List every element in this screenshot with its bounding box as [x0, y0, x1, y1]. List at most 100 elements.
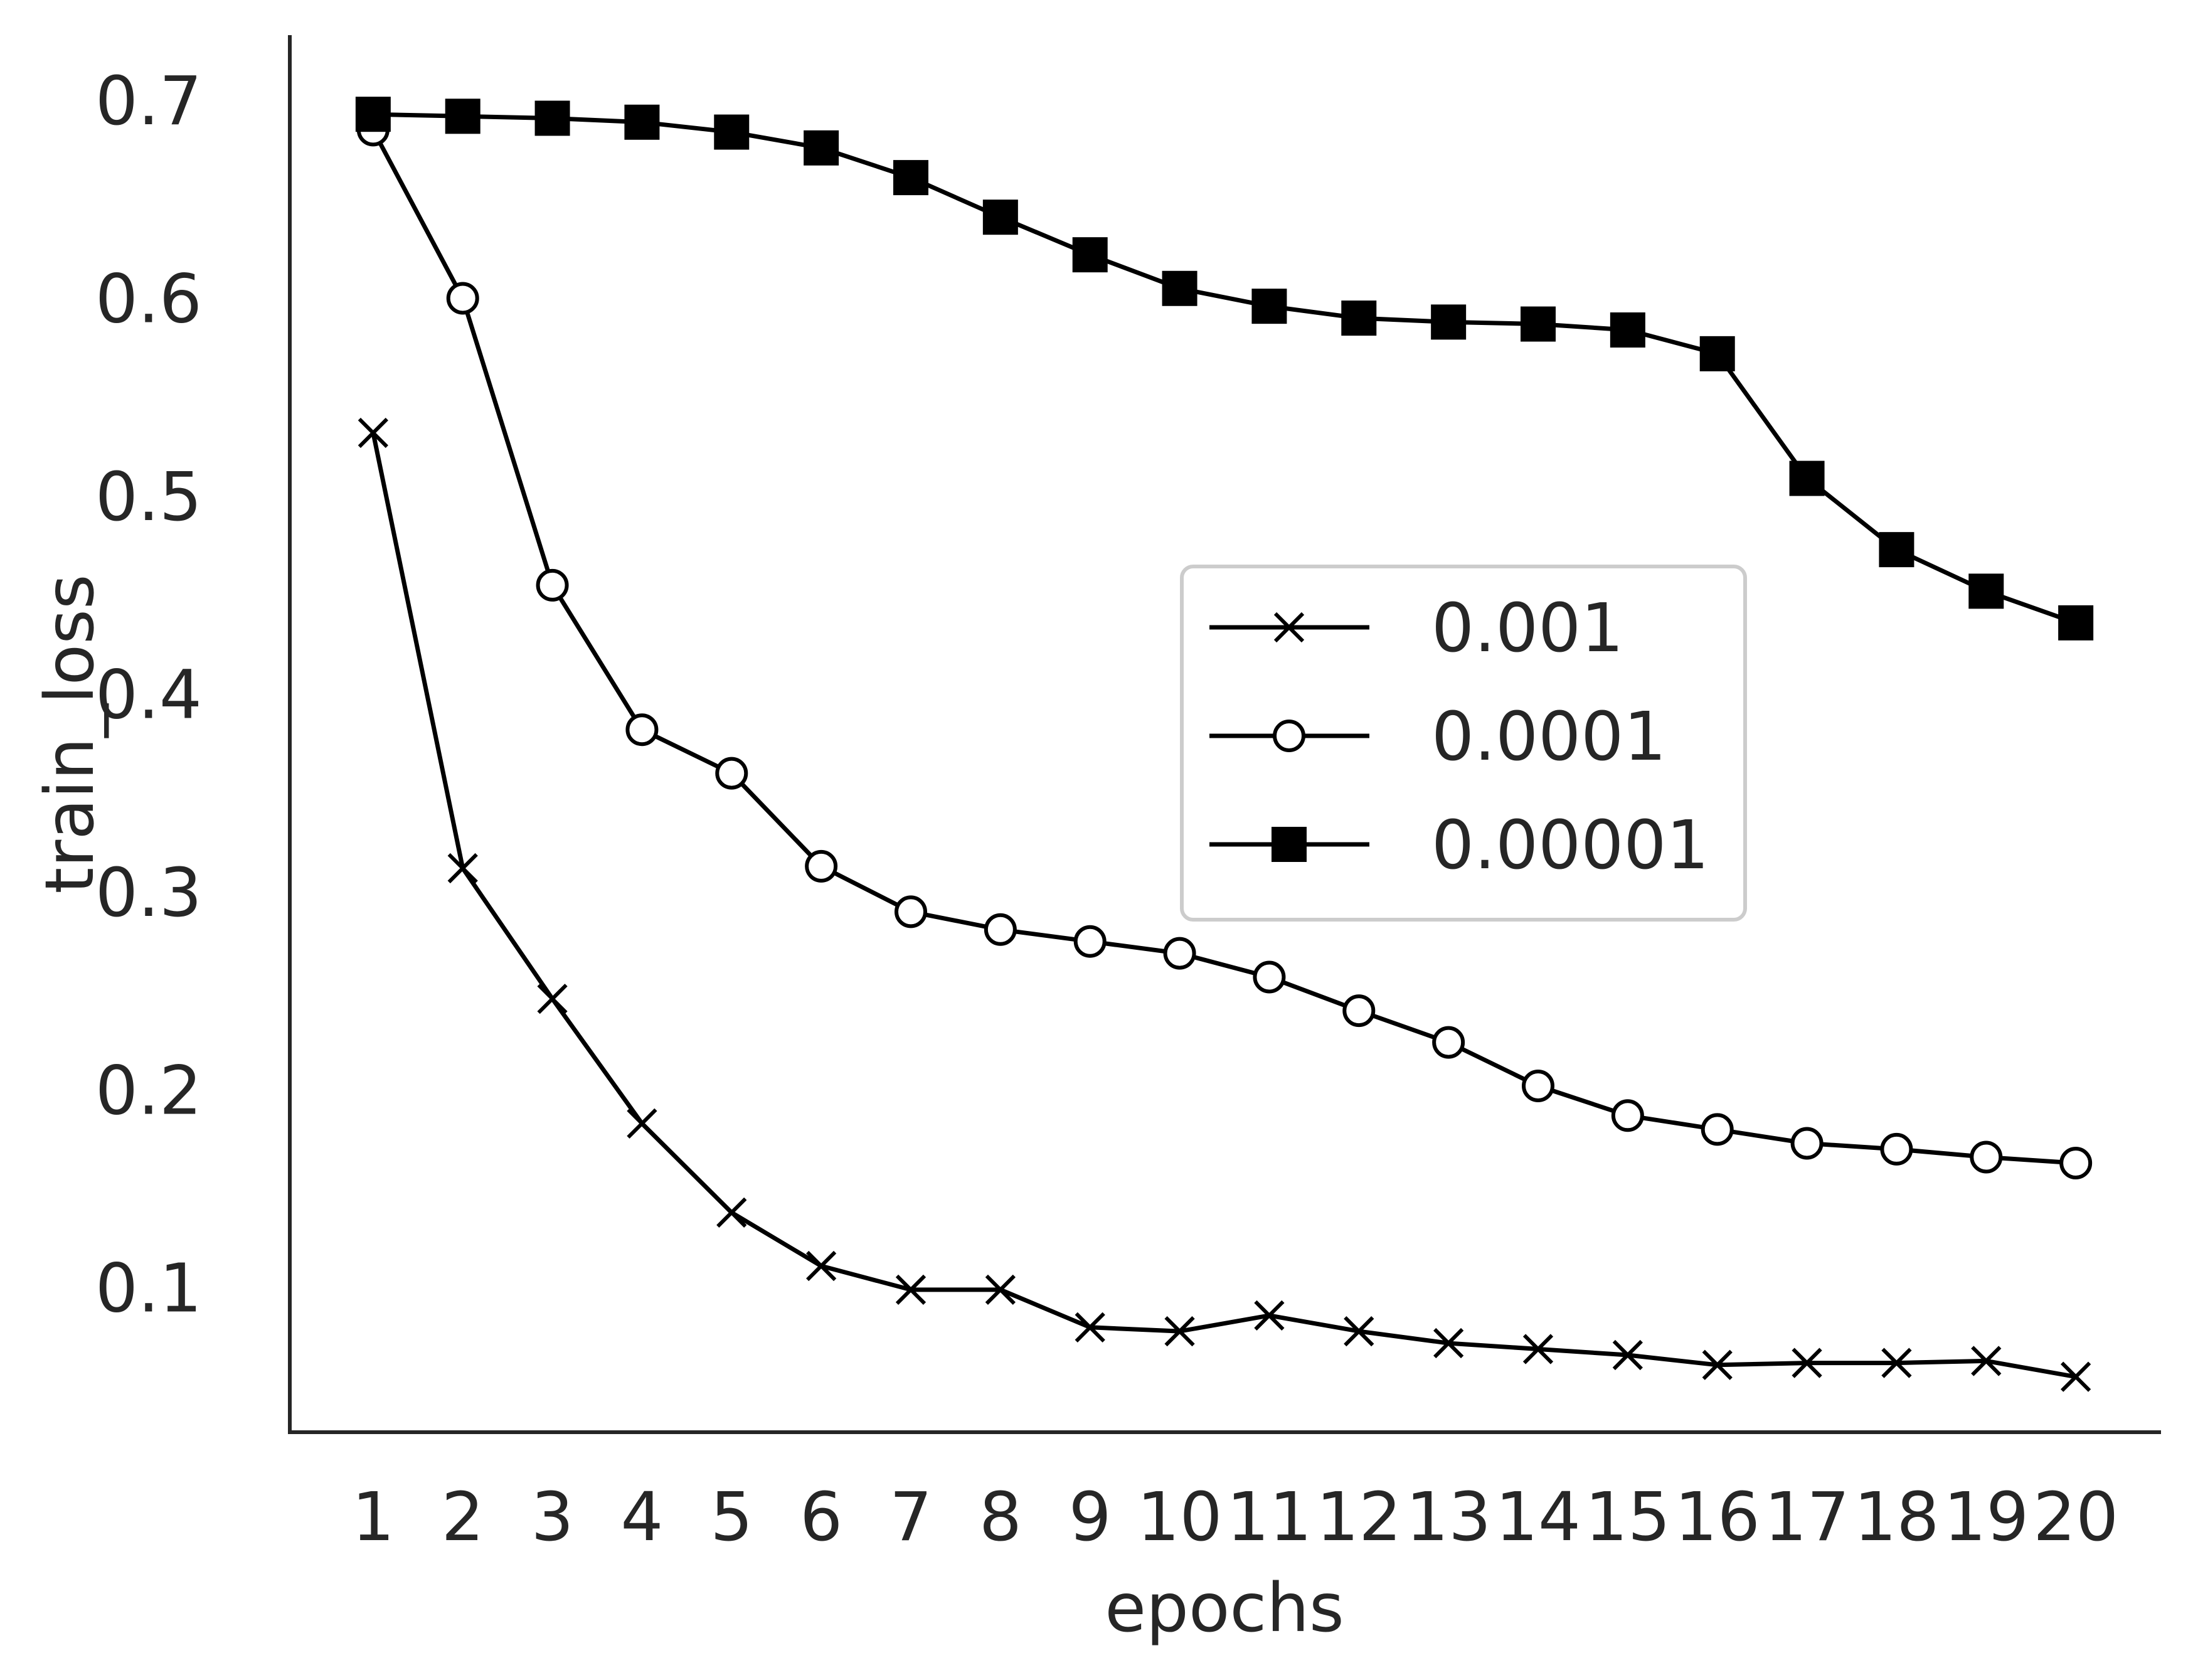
- x-tick-label: 2: [442, 1479, 484, 1556]
- data-point: [2058, 605, 2094, 641]
- data-point: [1522, 1334, 1554, 1364]
- x-marker-stroke: [627, 1108, 657, 1139]
- data-point: [1431, 304, 1467, 340]
- x-tick-label: 8: [979, 1479, 1022, 1556]
- data-point: [446, 282, 479, 315]
- y-axis-ticks: 0.1 0.2 0.3 0.4 0.5 0.6 0.7: [95, 63, 202, 1328]
- data-point: [1612, 1339, 1643, 1371]
- y-tick-label: 0.5: [95, 459, 202, 536]
- x-tick-label: 10: [1137, 1479, 1222, 1556]
- x-marker-stroke: [1273, 612, 1305, 643]
- x-marker-stroke: [2061, 1361, 2091, 1392]
- x-marker-stroke: [537, 984, 568, 1014]
- x-marker-stroke: [1971, 1346, 2002, 1376]
- data-point: [1254, 1300, 1285, 1331]
- data-point: [534, 100, 570, 136]
- data-point: [1341, 300, 1377, 336]
- x-tick-label: 6: [800, 1479, 842, 1556]
- x-tick-label: 11: [1226, 1479, 1312, 1556]
- x-tick-label: 1: [352, 1479, 395, 1556]
- data-point: [1792, 1348, 1822, 1378]
- markers-layer: [355, 97, 2094, 1392]
- data-point: [627, 1108, 657, 1139]
- legend-marker: [1272, 827, 1307, 862]
- data-point: [1610, 312, 1645, 348]
- series-line: [373, 112, 2077, 625]
- x-tick-label: 20: [2033, 1479, 2118, 1556]
- data-point: [1611, 1099, 1644, 1132]
- data-point: [2061, 1361, 2091, 1392]
- data-point: [1433, 1327, 1464, 1359]
- data-point: [1971, 1346, 2002, 1376]
- data-point: [1968, 573, 2004, 609]
- y-tick-label: 0.4: [95, 656, 202, 734]
- x-marker-stroke: [806, 1250, 837, 1282]
- data-point: [806, 1250, 837, 1282]
- x-axis-label: epochs: [1105, 1570, 1344, 1647]
- x-marker-stroke: [358, 417, 388, 449]
- y-tick-label: 0.7: [95, 63, 202, 141]
- legend-label: 0.0001: [1431, 698, 1666, 776]
- data-point: [1521, 306, 1556, 342]
- data-point: [1073, 925, 1107, 958]
- x-tick-label: 12: [1316, 1479, 1401, 1556]
- x-tick-label: 9: [1069, 1479, 1112, 1556]
- x-marker-stroke: [1881, 1348, 1912, 1378]
- x-axis-ticks: 1 2 3 4 5 6 7 8 9 10 11 12 13 14 15 16 17 18 19 20: [352, 1479, 2118, 1556]
- x-tick-label: 15: [1585, 1479, 1670, 1556]
- legend-label: 0.00001: [1431, 807, 1709, 885]
- x-tick-label: 3: [531, 1479, 574, 1556]
- x-tick-label: 19: [1943, 1479, 2029, 1556]
- data-point: [715, 757, 748, 790]
- y-tick-label: 0.1: [95, 1250, 202, 1328]
- x-marker-stroke: [1433, 1327, 1464, 1359]
- data-point: [358, 417, 388, 449]
- x-marker-stroke: [1344, 1316, 1374, 1347]
- data-point: [1163, 937, 1196, 970]
- data-point: [985, 1274, 1016, 1305]
- x-tick-label: 17: [1764, 1479, 1849, 1556]
- data-point: [1880, 1132, 1913, 1166]
- x-marker-stroke: [1792, 1348, 1822, 1378]
- legend-box: [1180, 565, 1747, 922]
- x-marker-stroke: [1522, 1334, 1554, 1364]
- legend: 0.001 0.0001 0.00001: [1180, 565, 1747, 922]
- data-point: [1253, 960, 1286, 994]
- y-tick-label: 0.2: [95, 1052, 202, 1130]
- x-tick-label: 4: [620, 1479, 663, 1556]
- x-marker-stroke: [985, 1274, 1016, 1305]
- x-marker-stroke: [895, 1274, 927, 1305]
- x-marker-stroke: [1612, 1339, 1643, 1371]
- data-point: [1699, 336, 1735, 371]
- data-point: [1344, 1316, 1374, 1347]
- data-point: [1790, 1127, 1824, 1160]
- data-point: [1164, 1316, 1195, 1347]
- data-point: [982, 199, 1018, 235]
- legend-label: 0.001: [1431, 590, 1623, 667]
- x-marker-stroke: [1164, 1316, 1195, 1347]
- data-point: [893, 160, 928, 196]
- x-marker-stroke: [447, 853, 478, 884]
- data-point: [984, 913, 1017, 946]
- y-tick-label: 0.6: [95, 261, 202, 339]
- data-point: [805, 849, 838, 883]
- data-point: [1881, 1348, 1912, 1378]
- data-point: [714, 114, 750, 150]
- data-point: [804, 130, 839, 166]
- x-tick-label: 16: [1675, 1479, 1760, 1556]
- data-point: [447, 853, 478, 884]
- x-tick-label: 7: [889, 1479, 932, 1556]
- x-tick-label: 5: [710, 1479, 753, 1556]
- data-point: [355, 97, 391, 132]
- y-tick-label: 0.3: [95, 854, 202, 932]
- x-marker-stroke: [1254, 1300, 1285, 1331]
- legend-marker: [1273, 612, 1305, 643]
- data-point: [625, 713, 659, 747]
- data-point: [1789, 460, 1825, 496]
- legend-marker: [1273, 720, 1305, 752]
- data-point: [1162, 270, 1197, 306]
- x-marker-stroke: [716, 1197, 747, 1228]
- data-point: [1970, 1140, 2003, 1174]
- data-point: [1342, 994, 1376, 1028]
- data-point: [895, 1274, 927, 1305]
